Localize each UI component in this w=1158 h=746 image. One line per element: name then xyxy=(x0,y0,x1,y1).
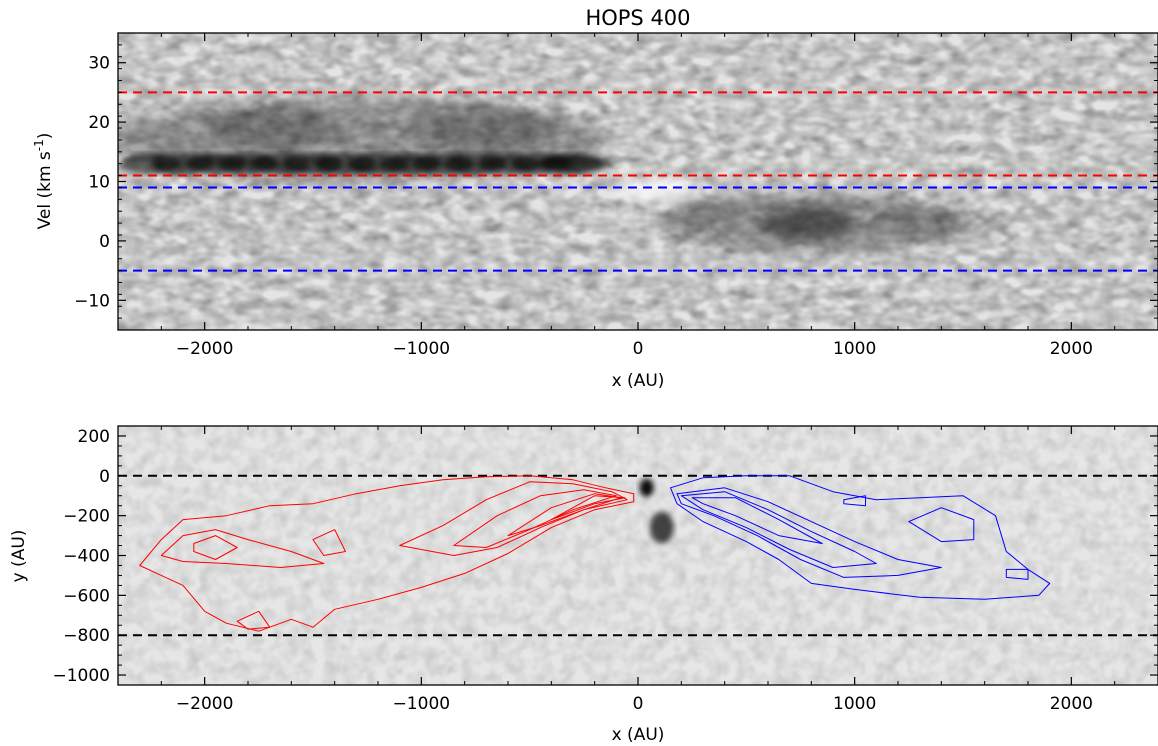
bottom-x-axis-label: x (AU) xyxy=(612,725,665,745)
top-y-tick-label: 30 xyxy=(88,54,110,74)
red-lobe-contour xyxy=(312,529,346,556)
continuum-image xyxy=(118,426,1158,685)
bottom-y-tick-label: −400 xyxy=(63,547,110,567)
red-lobe-contour xyxy=(453,489,617,548)
blue-lobe-contour xyxy=(1005,568,1029,580)
bottom-x-tick-label: 2000 xyxy=(1050,694,1093,714)
bottom-y-axis-label: y (AU) xyxy=(9,530,29,583)
emission-blob xyxy=(204,107,335,149)
emission-blob xyxy=(534,154,612,173)
red-lobe-contour xyxy=(193,535,238,560)
emission-gap xyxy=(615,180,696,201)
bottom-x-tick-label: 0 xyxy=(633,694,644,714)
red-lobe-contour xyxy=(399,481,628,556)
bottom-x-tick-label: −2000 xyxy=(176,694,234,714)
pv-diagram-image xyxy=(118,33,1158,330)
emission-blob xyxy=(876,205,1007,241)
blue-lobe-contour xyxy=(691,497,823,544)
bottom-y-tick-label: 0 xyxy=(99,467,110,487)
top-x-tick-label: −2000 xyxy=(176,339,234,359)
emission-blob xyxy=(759,206,855,240)
top-x-tick-label: 1000 xyxy=(833,339,876,359)
protostar-source xyxy=(649,511,674,544)
bottom-y-tick-label: −200 xyxy=(63,507,110,527)
chart-title: HOPS 400 xyxy=(585,6,690,30)
emission-blob xyxy=(659,196,747,227)
red-lobe-contour xyxy=(139,475,635,632)
bottom-panel: −2000 −1000 0 1000 20002000−200−400−600−800−… xyxy=(9,425,1158,745)
top-y-tick-label: 20 xyxy=(88,113,110,133)
emission-blob xyxy=(410,107,563,149)
blue-lobe-contour xyxy=(680,491,877,568)
bottom-x-tick-label: 1000 xyxy=(833,694,876,714)
top-x-axis-label: x (AU) xyxy=(612,371,665,391)
top-y-tick-label: −10 xyxy=(74,291,110,311)
top-x-tick-label: −1000 xyxy=(393,339,451,359)
top-y-tick-label: 0 xyxy=(99,232,110,252)
bottom-y-tick-label: −1000 xyxy=(52,666,110,686)
red-lobe-contour xyxy=(550,495,626,521)
blue-lobe-contour xyxy=(676,487,942,578)
blue-lobe-contour xyxy=(908,507,975,543)
top-panel: −2000 −1000 0 1000 2000 −10 0 10 20 30 x (AU) Vel… xyxy=(32,32,1158,391)
red-lobe-contour xyxy=(236,610,271,630)
top-x-tick-label: 2000 xyxy=(1050,339,1093,359)
blue-lobe-contour xyxy=(843,495,866,507)
top-x-tick-label: 0 xyxy=(633,339,644,359)
red-lobe-contour xyxy=(160,529,325,568)
top-y-axis-label: Vel (km s-1) xyxy=(32,133,55,230)
top-y-tick-label: 10 xyxy=(88,173,110,193)
bottom-y-tick-label: −600 xyxy=(63,586,110,606)
bottom-y-tick-label: 200 xyxy=(78,427,110,447)
bottom-x-tick-label: −1000 xyxy=(393,694,451,714)
protostar-source xyxy=(639,478,654,497)
blue-lobe-contour xyxy=(670,475,1051,600)
bottom-y-tick-label: −800 xyxy=(63,626,110,646)
